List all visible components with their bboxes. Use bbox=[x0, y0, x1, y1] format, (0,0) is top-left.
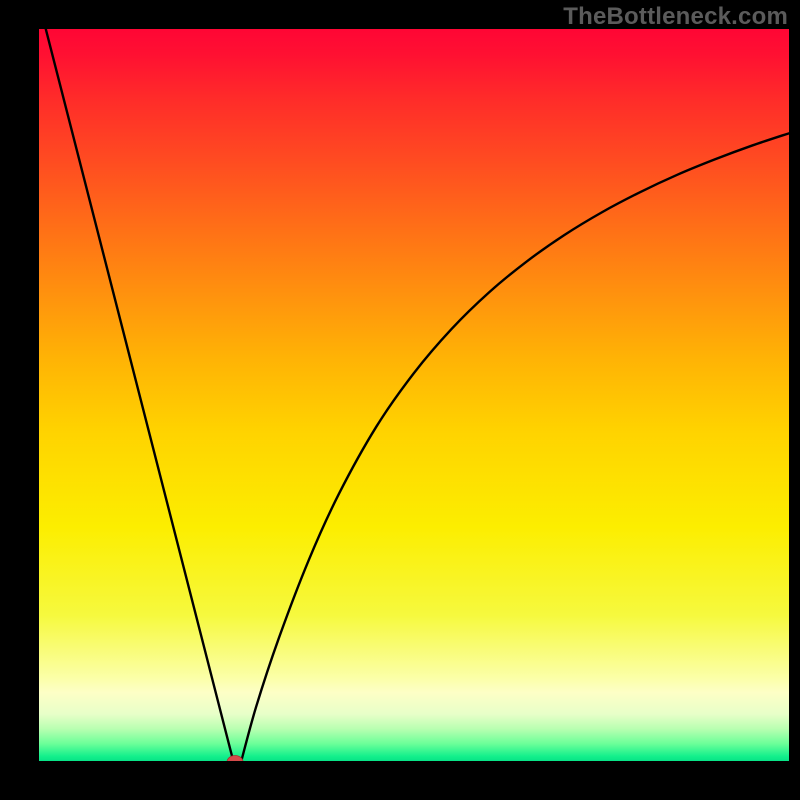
watermark-text: TheBottleneck.com bbox=[563, 3, 788, 31]
chart-canvas: TheBottleneck.com bbox=[0, 0, 800, 800]
bottleneck-chart bbox=[0, 0, 800, 800]
plot-background bbox=[38, 28, 790, 762]
